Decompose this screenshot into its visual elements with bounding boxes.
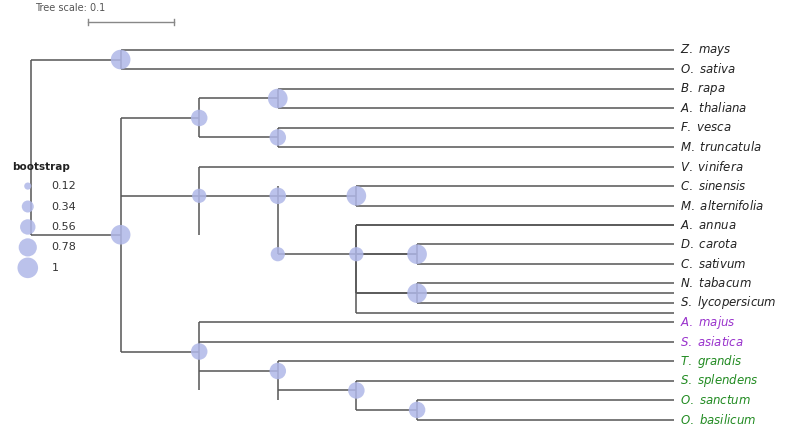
- Point: [350, 192, 362, 199]
- Text: $\it{S.\ asiatica}$: $\it{S.\ asiatica}$: [680, 335, 744, 349]
- Point: [271, 251, 284, 258]
- Text: $\it{T.\ grandis}$: $\it{T.\ grandis}$: [680, 353, 742, 370]
- Text: $\it{A.\ majus}$: $\it{A.\ majus}$: [680, 314, 736, 331]
- Text: $\it{A.\ thaliana}$: $\it{A.\ thaliana}$: [680, 101, 747, 115]
- Text: $\it{D.\ carota}$: $\it{D.\ carota}$: [680, 238, 738, 251]
- Point: [410, 290, 423, 297]
- Point: [22, 183, 34, 190]
- Text: $\it{M.\ alternifolia}$: $\it{M.\ alternifolia}$: [680, 198, 764, 212]
- Text: $\it{O.\ sanctum}$: $\it{O.\ sanctum}$: [680, 394, 751, 407]
- Point: [350, 251, 362, 258]
- Text: $\it{O.\ sativa}$: $\it{O.\ sativa}$: [680, 62, 736, 76]
- Text: 1: 1: [51, 263, 58, 273]
- Text: $\it{S.\ lycopersicum}$: $\it{S.\ lycopersicum}$: [680, 294, 777, 311]
- Point: [193, 192, 206, 199]
- Text: $\it{Z.\ mays}$: $\it{Z.\ mays}$: [680, 42, 731, 58]
- Text: $\it{A.\ annua}$: $\it{A.\ annua}$: [680, 219, 737, 232]
- Point: [350, 387, 362, 394]
- Text: 0.12: 0.12: [51, 181, 76, 191]
- Point: [114, 231, 127, 238]
- Point: [271, 192, 284, 199]
- Point: [22, 223, 34, 230]
- Point: [22, 264, 34, 271]
- Point: [22, 203, 34, 210]
- Point: [271, 367, 284, 374]
- Text: $\it{B.\ rapa}$: $\it{B.\ rapa}$: [680, 81, 726, 97]
- Point: [271, 95, 284, 102]
- Text: $\it{M.\ truncatula}$: $\it{M.\ truncatula}$: [680, 140, 762, 154]
- Point: [410, 406, 423, 413]
- Text: $\it{C.\ sativum}$: $\it{C.\ sativum}$: [680, 257, 746, 271]
- Point: [193, 348, 206, 355]
- Text: 0.56: 0.56: [51, 222, 76, 232]
- Text: $\it{O.\ basilicum}$: $\it{O.\ basilicum}$: [680, 413, 756, 427]
- Text: $\it{C.\ sinensis}$: $\it{C.\ sinensis}$: [680, 179, 746, 193]
- Text: 0.78: 0.78: [51, 242, 76, 252]
- Text: $\it{F.\ vesca}$: $\it{F.\ vesca}$: [680, 121, 732, 134]
- Text: $\it{V.\ vinifera}$: $\it{V.\ vinifera}$: [680, 159, 743, 173]
- Point: [193, 114, 206, 121]
- Text: Tree scale: 0.1: Tree scale: 0.1: [35, 3, 105, 13]
- Point: [271, 134, 284, 141]
- Point: [22, 244, 34, 251]
- Text: 0.34: 0.34: [51, 201, 76, 212]
- Text: $\it{N.\ tabacum}$: $\it{N.\ tabacum}$: [680, 276, 751, 290]
- Point: [114, 56, 127, 63]
- Point: [410, 251, 423, 258]
- Text: $\it{S.\ splendens}$: $\it{S.\ splendens}$: [680, 372, 758, 389]
- Text: bootstrap: bootstrap: [12, 162, 70, 172]
